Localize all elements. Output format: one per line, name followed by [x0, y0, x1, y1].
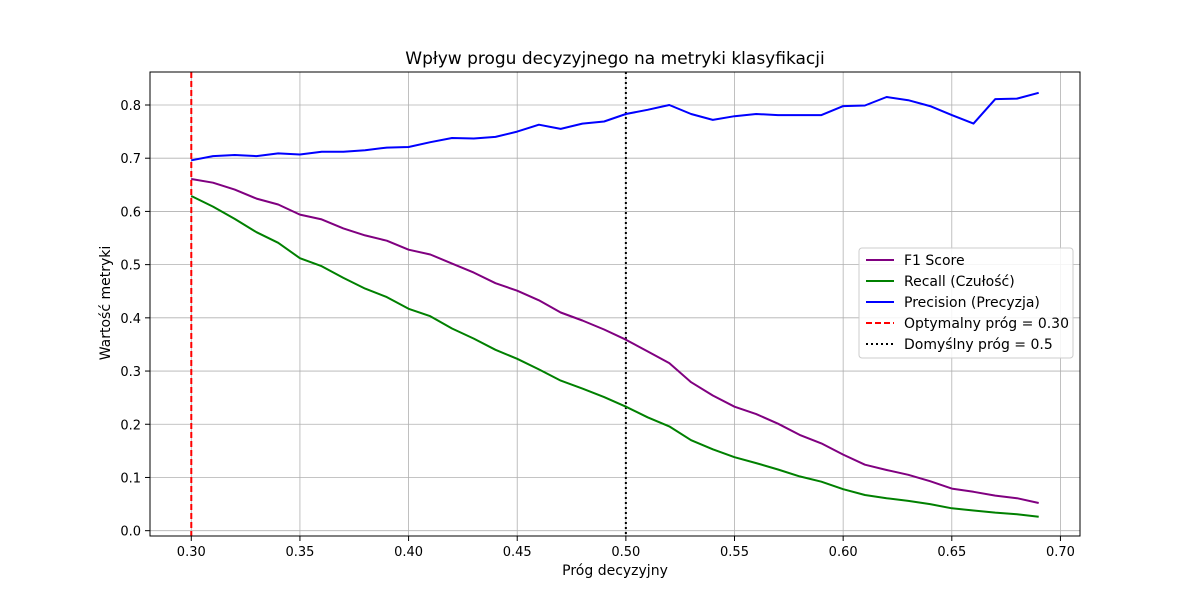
plot-area-frame — [149, 71, 1081, 537]
y-tick-label: 0.8 — [120, 99, 141, 114]
x-tick-label: 0.40 — [394, 545, 423, 560]
y-tick-label: 0.5 — [120, 259, 141, 274]
y-tick-label: 0.3 — [120, 365, 141, 380]
x-tick-label: 0.35 — [285, 545, 314, 560]
x-axis-ticks: 0.30 0.35 0.40 0.45 0.50 0.55 0.60 0.65 0.70 — [177, 536, 1075, 560]
series-lines — [190, 91, 1039, 518]
reference-lines — [190, 72, 627, 536]
x-axis-label: Próg decyzyjny — [562, 563, 668, 579]
legend-label: Recall (Czułość) — [904, 274, 1015, 290]
legend-box — [858, 247, 1074, 359]
legend-label: Optymalny próg = 0.30 — [904, 316, 1069, 332]
y-tick-label: 0.4 — [120, 312, 141, 327]
y-axis-ticks: 0.0 0.1 0.2 0.3 0.4 0.5 0.6 0.7 0.8 — [120, 99, 150, 540]
legend-label: Precision (Precyzja) — [904, 295, 1040, 311]
y-tick-label: 0.2 — [120, 418, 141, 433]
x-tick-label: 0.45 — [503, 545, 532, 560]
chart-title: Wpływ progu decyzyjnego na metryki klasy… — [405, 49, 824, 69]
x-tick-label: 0.50 — [611, 545, 640, 560]
y-axis-label: Wartość metryki — [98, 246, 114, 361]
legend-label: Domyślny próg = 0.5 — [904, 337, 1053, 353]
x-tick-label: 0.60 — [829, 545, 858, 560]
y-tick-label: 0.7 — [120, 152, 141, 167]
y-tick-label: 0.0 — [120, 525, 141, 540]
legend: F1 Score Recall (Czułość) Precision (Precy… — [858, 247, 1074, 359]
legend-label: F1 Score — [904, 253, 965, 269]
series-line — [191, 178, 1039, 504]
series-line — [190, 195, 1039, 518]
y-tick-label: 0.1 — [120, 471, 141, 486]
x-tick-label: 0.55 — [720, 545, 749, 560]
x-tick-label: 0.70 — [1046, 545, 1075, 560]
series-line — [191, 91, 1039, 162]
x-tick-label: 0.65 — [937, 545, 966, 560]
y-tick-label: 0.6 — [120, 205, 141, 220]
x-tick-label: 0.30 — [177, 545, 206, 560]
